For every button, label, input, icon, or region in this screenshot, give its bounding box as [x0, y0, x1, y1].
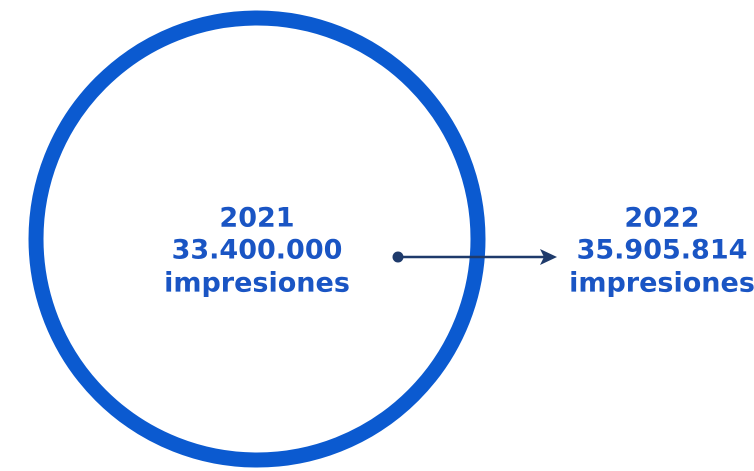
unit: impresiones	[164, 268, 350, 299]
year: 2022	[624, 203, 699, 234]
arrow-head	[540, 249, 557, 265]
arrow-dot	[392, 251, 404, 263]
unit: impresiones	[569, 268, 754, 299]
year: 2021	[219, 203, 294, 234]
value: 33.400.000	[172, 235, 343, 266]
circle	[28, 10, 486, 468]
value: 35.905.814	[577, 235, 748, 266]
